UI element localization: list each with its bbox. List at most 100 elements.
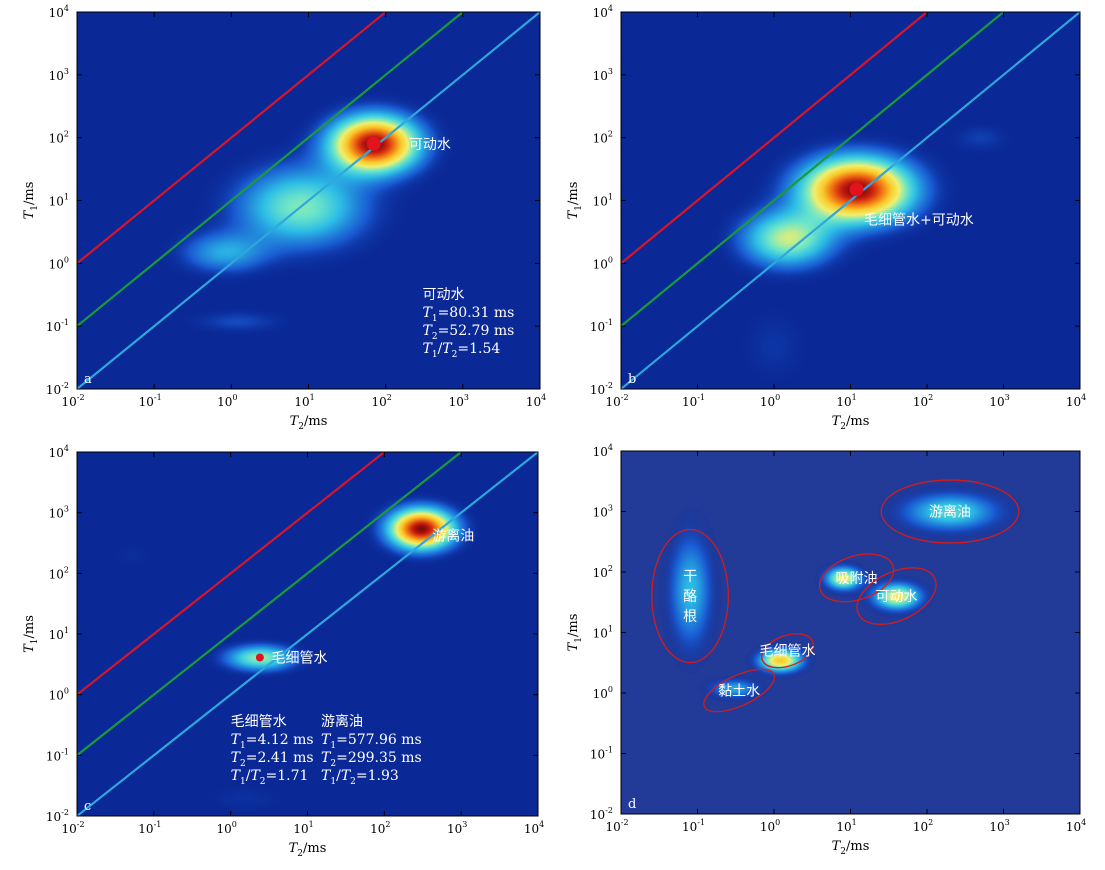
x-tick-label: 10-2 bbox=[605, 818, 628, 834]
stat-line: T1=80.31 ms bbox=[422, 305, 514, 324]
stat-line: 可动水 bbox=[422, 287, 464, 303]
x-axis-label: T2/ms bbox=[290, 414, 328, 432]
region-ellipse bbox=[880, 479, 1020, 544]
x-tick-label: 103 bbox=[989, 818, 1009, 834]
y-axis-label: T1/ms bbox=[22, 182, 40, 220]
y-tick-label: 100 bbox=[593, 255, 613, 271]
region-ellipse bbox=[818, 553, 895, 603]
x-tick-label: 100 bbox=[217, 393, 237, 409]
x-tick-label: 10-2 bbox=[61, 820, 84, 836]
y-tick-label: 101 bbox=[49, 626, 69, 642]
heatmap-image bbox=[621, 451, 1080, 814]
stat-line: T1=577.96 ms bbox=[321, 732, 422, 751]
x-axis-label: T2/ms bbox=[832, 839, 870, 857]
x-tick-label: 10-2 bbox=[61, 393, 84, 409]
x-tick-label: 101 bbox=[836, 818, 856, 834]
region-label: 吸附油 bbox=[836, 571, 878, 587]
y-tick-label: 10-1 bbox=[590, 746, 613, 762]
x-tick-label: 100 bbox=[216, 820, 236, 836]
x-tick-label: 104 bbox=[524, 820, 544, 836]
peak-marker bbox=[255, 653, 264, 662]
x-tick-label: 104 bbox=[1066, 393, 1086, 409]
x-tick-label: 10-1 bbox=[682, 393, 705, 409]
y-tick-label: 10-2 bbox=[46, 808, 69, 824]
ratio-line-blue bbox=[77, 452, 538, 816]
stat-line: T2=299.35 ms bbox=[321, 750, 422, 769]
x-tick-label: 101 bbox=[294, 393, 314, 409]
stat-line: T1/T2=1.71 bbox=[231, 768, 309, 787]
region-ellipse bbox=[703, 668, 776, 713]
ratio-line-blue bbox=[77, 12, 540, 389]
stat-line: T1/T2=1.93 bbox=[321, 768, 399, 787]
y-tick-label: 10-2 bbox=[590, 806, 613, 822]
y-axis-label: T1/ms bbox=[22, 615, 40, 653]
y-tick-label: 10-1 bbox=[46, 318, 69, 334]
region-label: 干酪根 bbox=[683, 569, 697, 625]
y-axis-label: T1/ms bbox=[566, 182, 584, 220]
panel-letter: d bbox=[628, 797, 636, 812]
y-tick-label: 104 bbox=[593, 4, 613, 20]
panel-letter: b bbox=[628, 372, 636, 387]
y-tick-label: 10-2 bbox=[46, 381, 69, 397]
region-label: 毛细管水 bbox=[759, 644, 815, 660]
stat-line: T1=4.12 ms bbox=[231, 732, 314, 751]
peak-marker bbox=[366, 136, 381, 151]
ratio-line-red bbox=[77, 12, 388, 265]
x-axis-label: T2/ms bbox=[832, 414, 870, 432]
x-tick-label: 10-1 bbox=[139, 393, 162, 409]
y-tick-label: 100 bbox=[49, 255, 69, 271]
y-tick-label: 100 bbox=[49, 687, 69, 703]
region-ellipse bbox=[856, 567, 937, 625]
x-tick-label: 104 bbox=[1066, 818, 1086, 834]
peak-label: 毛细管水+可动水 bbox=[864, 212, 974, 228]
peak-label: 毛细管水 bbox=[272, 650, 328, 666]
stat-line: 游离油 bbox=[321, 713, 363, 730]
y-tick-label: 101 bbox=[49, 193, 69, 209]
region-label: 黏土水 bbox=[718, 683, 760, 699]
y-tick-label: 10-1 bbox=[590, 318, 613, 334]
y-tick-label: 103 bbox=[49, 505, 69, 521]
stat-line: T2=52.79 ms bbox=[422, 323, 514, 342]
x-tick-label: 102 bbox=[371, 393, 391, 409]
ratio-line-red bbox=[77, 452, 387, 696]
panel-letter: a bbox=[84, 372, 92, 387]
y-tick-label: 101 bbox=[593, 625, 613, 641]
region-label: 可动水 bbox=[876, 589, 918, 605]
peak-label: 可动水 bbox=[409, 137, 451, 153]
x-axis-label: T2/ms bbox=[289, 841, 327, 859]
x-tick-label: 100 bbox=[760, 818, 780, 834]
region-ellipse bbox=[651, 528, 729, 664]
ratio-line-green bbox=[77, 12, 465, 328]
peak-label: 游离油 bbox=[432, 528, 474, 545]
x-tick-label: 10-1 bbox=[138, 820, 161, 836]
y-tick-label: 103 bbox=[49, 67, 69, 83]
peak-marker bbox=[849, 182, 864, 197]
y-tick-label: 102 bbox=[593, 130, 613, 146]
x-tick-label: 10-1 bbox=[682, 818, 705, 834]
y-tick-label: 100 bbox=[593, 685, 613, 701]
y-tick-label: 103 bbox=[593, 504, 613, 520]
ratio-line-blue bbox=[621, 12, 1080, 389]
y-tick-label: 102 bbox=[49, 130, 69, 146]
y-tick-label: 104 bbox=[49, 444, 69, 460]
ratio-line-red bbox=[621, 12, 929, 265]
y-tick-label: 10-2 bbox=[590, 381, 613, 397]
ratio-line-green bbox=[621, 12, 1006, 328]
y-tick-label: 102 bbox=[49, 565, 69, 581]
stat-line: T1/T2=1.54 bbox=[422, 341, 500, 360]
x-tick-label: 103 bbox=[989, 393, 1009, 409]
y-tick-label: 104 bbox=[49, 4, 69, 20]
region-label: 游离油 bbox=[929, 504, 971, 521]
y-tick-label: 104 bbox=[593, 443, 613, 459]
stat-line: T2=2.41 ms bbox=[231, 750, 314, 769]
x-tick-label: 102 bbox=[370, 820, 390, 836]
region-ellipse bbox=[761, 633, 814, 669]
x-tick-label: 104 bbox=[526, 393, 546, 409]
y-tick-label: 101 bbox=[593, 193, 613, 209]
x-tick-label: 103 bbox=[447, 820, 467, 836]
